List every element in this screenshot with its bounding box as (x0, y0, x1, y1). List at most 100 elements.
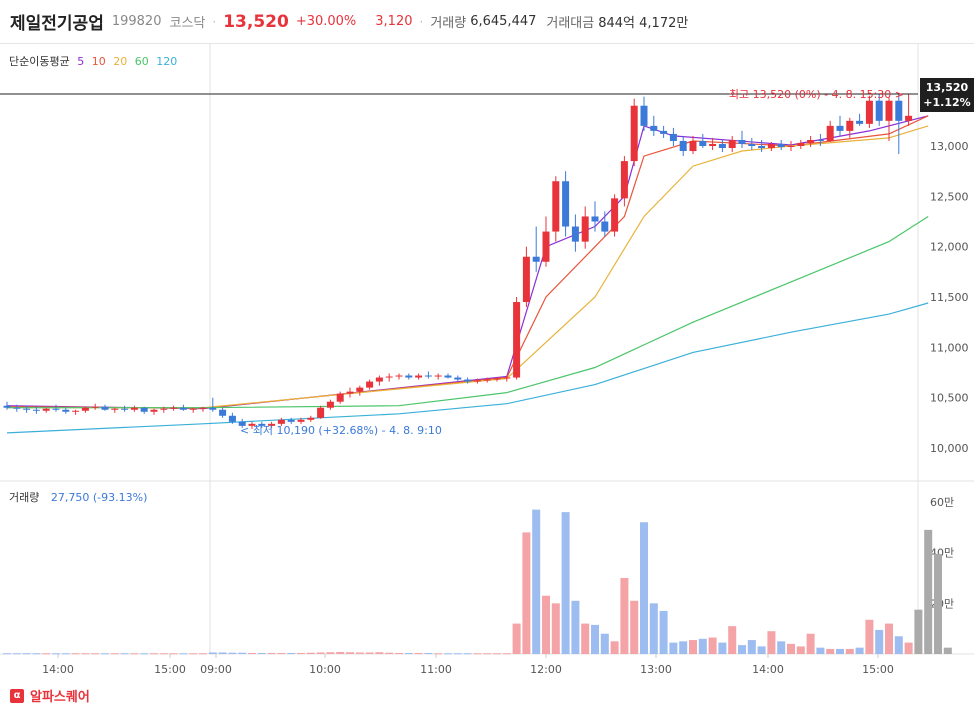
candle-body (718, 143, 726, 149)
volume-bar (845, 648, 854, 654)
volume-bar (218, 652, 227, 654)
candle-body (356, 387, 364, 392)
volume-bar (767, 631, 776, 654)
candle-body (62, 409, 70, 412)
volume-bar (855, 647, 864, 654)
separator: · (212, 14, 217, 29)
volume-bar (659, 610, 668, 654)
current-price-change: +1.12% (923, 96, 970, 109)
volume-bar (512, 623, 521, 654)
candle-body (219, 409, 227, 416)
candle-body (562, 181, 570, 227)
volume-bar (836, 648, 844, 654)
volume-bar (581, 623, 590, 654)
candle-body (32, 409, 40, 411)
candle-body (209, 407, 217, 410)
volume-bar (32, 653, 41, 655)
candle-body (611, 198, 619, 232)
candle-body (42, 408, 50, 411)
volume-bar (326, 652, 335, 654)
candle-body (669, 133, 677, 141)
volume-bar (649, 603, 658, 654)
candle-body (317, 407, 325, 418)
candle-body (758, 146, 766, 149)
volume-bar (757, 646, 766, 654)
volume-legend[interactable]: 거래량 27,750 (-93.13%) (9, 489, 147, 505)
volume-bar (502, 653, 511, 655)
candle-body (650, 125, 658, 131)
market-name: 코스닥 (169, 16, 206, 31)
volume-bar (875, 629, 884, 654)
time-label: 15:00 (154, 663, 186, 676)
volume-bar (208, 652, 217, 654)
volume-bar (620, 578, 629, 654)
candle-body (307, 417, 315, 420)
candle-body (336, 393, 344, 402)
price-tick-label: 11,500 (930, 291, 969, 304)
amount-label: 거래대금 (546, 16, 595, 31)
volume-bar (885, 623, 893, 654)
candle-body (679, 140, 687, 152)
candle-body (179, 407, 187, 410)
candle-body (709, 143, 717, 146)
time-label: 12:00 (530, 663, 562, 676)
ma-legend-20: 20 (113, 55, 128, 68)
stock-name[interactable]: 제일전기공업 (10, 14, 104, 34)
volume-bar (591, 624, 599, 654)
volume-bar (355, 652, 364, 654)
current-price-value: 13,520 (926, 81, 969, 94)
time-label: 11:00 (420, 663, 452, 676)
volume-bar (199, 653, 207, 655)
volume-bar (894, 636, 903, 654)
candle-body (375, 377, 383, 382)
volume-bar (71, 653, 80, 655)
candle-body (846, 120, 854, 131)
change-percent: +30.00% (295, 14, 357, 29)
candle-body (366, 381, 374, 388)
volume-bar (747, 640, 756, 654)
ma-legend-120: 120 (156, 55, 178, 68)
stock-code: 199820 (111, 14, 162, 29)
volume-bar (42, 653, 51, 655)
volume-bar (493, 653, 501, 655)
volume-value: 6,645,447 (470, 14, 537, 29)
volume-bar (61, 653, 70, 655)
candle-body (493, 378, 501, 380)
candle-body (728, 139, 736, 149)
volume-bar (777, 641, 786, 654)
candle-body (473, 380, 481, 382)
volume-bar (150, 653, 158, 655)
stock-header: 제일전기공업 199820 코스닥 · 13,520 +30.00% 3,120… (0, 0, 974, 44)
candle-body (522, 256, 530, 303)
candle-body (434, 375, 442, 377)
candle-body (297, 419, 305, 422)
volume-bar (669, 642, 678, 654)
volume-bar (483, 653, 492, 655)
ma-legend-5: 5 (77, 55, 85, 68)
brand-footer[interactable]: α 알파스퀘어 (10, 686, 90, 705)
volume-bar (3, 653, 11, 655)
volume-bar (287, 652, 296, 654)
volume-tick-label: 60만 (930, 496, 954, 509)
candle-body (287, 419, 295, 422)
candle-body (170, 407, 178, 409)
price-tick-label: 10,000 (930, 442, 969, 455)
ma-legend[interactable]: 단순이동평균 5 10 20 60 120 (9, 53, 181, 69)
volume-label: 거래량 (430, 16, 467, 31)
separator: · (419, 14, 424, 29)
time-label: 09:00 (200, 663, 232, 676)
ma-line-10 (6, 115, 929, 409)
candle-body (571, 226, 579, 242)
volume-bar (297, 652, 305, 654)
candle-body (150, 409, 158, 412)
price-tick-label: 10,500 (930, 392, 969, 405)
low-annotation: < 최저 10,190 (+32.68%) - 4. 8. 9:10 (240, 424, 442, 437)
candle-body (91, 406, 99, 408)
candle-body (542, 231, 550, 262)
candle-body (424, 375, 432, 377)
candle-body (326, 401, 334, 408)
candle-body (660, 130, 668, 134)
volume-bar (610, 641, 619, 654)
candle-body (630, 105, 638, 162)
